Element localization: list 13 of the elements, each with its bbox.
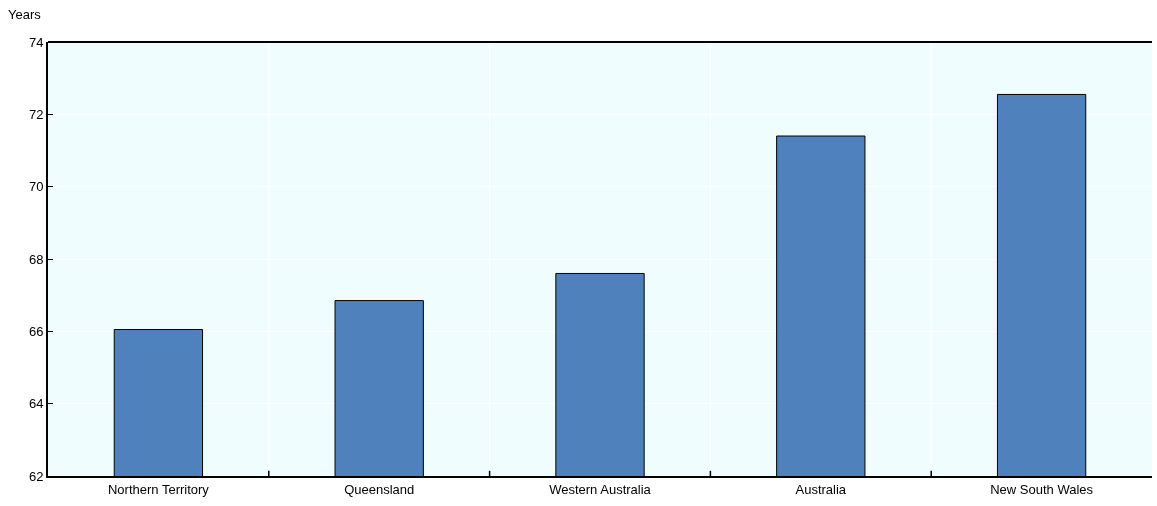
y-tick-label: 66 [28,323,44,339]
y-tick-label: 72 [28,106,44,122]
x-tick-label: Australia [795,481,847,497]
y-tick-label: 68 [28,251,44,267]
x-tick-label: Queensland [344,481,415,497]
y-tick-label: 70 [28,179,44,195]
y-tick-label: 74 [28,34,44,50]
x-tick-label: Western Australia [549,481,652,497]
y-axis-title: Years [8,7,42,22]
x-tick-label: New South Wales [990,481,1094,497]
y-tick-label: 64 [28,396,44,412]
x-tick-label: Northern Territory [107,481,210,497]
y-tick-label: 62 [28,468,44,484]
